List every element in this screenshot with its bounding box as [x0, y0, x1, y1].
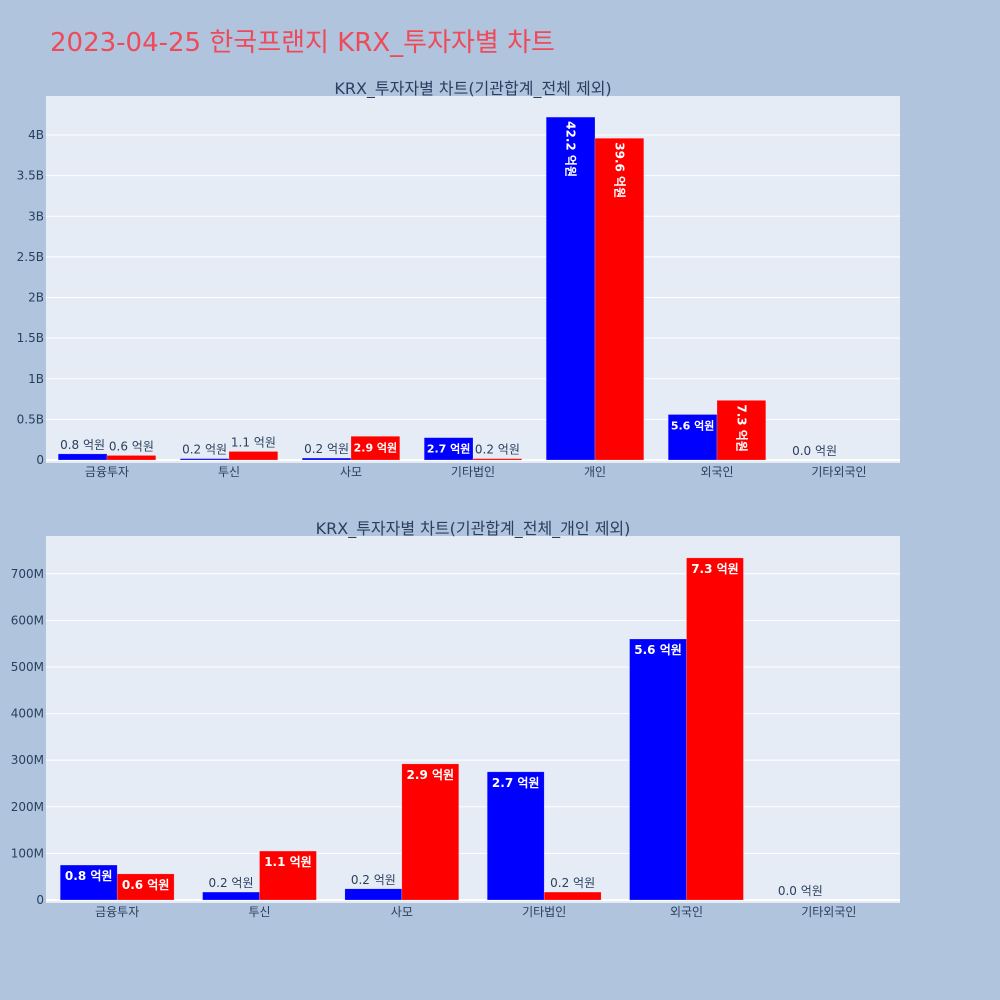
bar	[344, 888, 403, 901]
x-tick-label: 금융투자	[85, 465, 129, 479]
y-tick-label: 4B	[28, 128, 44, 142]
bar	[259, 850, 317, 901]
bar-label: 0.6 억원	[109, 439, 154, 453]
bar	[686, 557, 744, 901]
x-tick-label: 외국인	[700, 465, 733, 479]
y-tick-label: 1.5B	[17, 331, 44, 345]
bar	[667, 414, 718, 461]
bar-label: 0.2 억원	[209, 876, 254, 890]
bar-label: 0.6 억원	[122, 878, 170, 892]
bar	[716, 400, 767, 461]
bar-label: 2.9 억원	[407, 768, 455, 782]
x-tick-label: 기타법인	[522, 905, 566, 919]
y-tick-label: 3.5B	[17, 169, 44, 183]
bar-label: 0.2 억원	[304, 442, 349, 456]
bar	[472, 458, 523, 461]
bar	[106, 455, 157, 461]
bar-label: 7.3 억원	[691, 562, 739, 576]
x-tick-label: 기타외국인	[801, 905, 856, 919]
y-tick-label: 1B	[28, 372, 44, 386]
bar	[545, 116, 596, 461]
chart-bottom: 0 100M 200M 300M 400M 500M 600M 700M KRX_투자자별 차트…	[11, 519, 900, 919]
bar-label: 7.3 억원	[734, 404, 748, 452]
x-tick-label: 투신	[248, 905, 270, 919]
bar-label: 2.7 억원	[492, 776, 540, 790]
y-tick-label: 400M	[11, 707, 44, 721]
plot-area	[46, 536, 900, 903]
y-tick-label: 3B	[28, 209, 44, 223]
bar	[116, 873, 175, 901]
bar	[59, 864, 118, 901]
y-tick-label: 100M	[11, 846, 44, 860]
x-tick-label: 사모	[340, 465, 362, 479]
plot-area	[46, 96, 900, 463]
bar	[543, 891, 602, 901]
bar	[486, 771, 545, 901]
y-tick-label: 600M	[11, 613, 44, 627]
chart-title: KRX_투자자별 차트(기관합계_전체 제외)	[334, 79, 611, 99]
x-tick-label: 개인	[584, 465, 606, 479]
bar-label: 0.2 억원	[475, 443, 520, 457]
bar-label: 1.1 억원	[231, 435, 276, 449]
bar-label: 0.8 억원	[65, 869, 113, 883]
chart-title: KRX_투자자별 차트(기관합계_전체_개인 제외)	[316, 519, 631, 539]
bar-label: 0.2 억원	[182, 443, 227, 457]
y-tick-label: 500M	[11, 660, 44, 674]
bar	[350, 436, 401, 461]
chart-top: 0 0.5B 1B 1.5B 2B 2.5B 3B 3.5B 4B KRX_투자자별 차트(기관합…	[17, 79, 900, 479]
x-tick-label: 금융투자	[95, 905, 139, 919]
bar-label: 5.6 억원	[634, 643, 682, 657]
bar	[629, 638, 687, 901]
bar-label: 0.0 억원	[792, 444, 837, 458]
bar	[594, 138, 645, 461]
bar-label: 1.1 억원	[264, 855, 312, 869]
y-tick-label: 0	[36, 453, 44, 467]
y-tick-label: 2B	[28, 291, 44, 305]
bar-label: 42.2 억원	[564, 121, 578, 177]
x-tick-label: 기타외국인	[811, 465, 866, 479]
bar	[401, 763, 460, 901]
y-tick-label: 0.5B	[17, 412, 44, 426]
x-tick-label: 기타법인	[451, 465, 495, 479]
x-tick-label: 사모	[391, 905, 413, 919]
bar	[228, 451, 279, 461]
y-tick-label: 2.5B	[17, 250, 44, 264]
bar-label: 39.6 억원	[612, 142, 626, 198]
page-title: 2023-04-25 한국프랜지 KRX_투자자별 차트	[50, 28, 555, 58]
y-tick-label: 200M	[11, 800, 44, 814]
y-tick-label: 300M	[11, 753, 44, 767]
x-tick-label: 투신	[218, 465, 240, 479]
bar	[423, 437, 474, 461]
bar-label: 0.2 억원	[550, 876, 595, 890]
bar-label: 2.9 억원	[354, 440, 398, 454]
bar-label: 2.7 억원	[427, 442, 471, 456]
x-tick-label: 외국인	[670, 905, 703, 919]
bar	[202, 891, 260, 901]
bar-label: 0.8 억원	[60, 438, 105, 452]
bar-label: 0.0 억원	[778, 884, 823, 898]
y-tick-label: 700M	[11, 567, 44, 581]
bar-label: 0.2 억원	[351, 873, 396, 887]
bar-label: 5.6 억원	[671, 419, 715, 433]
y-tick-label: 0	[36, 893, 44, 907]
